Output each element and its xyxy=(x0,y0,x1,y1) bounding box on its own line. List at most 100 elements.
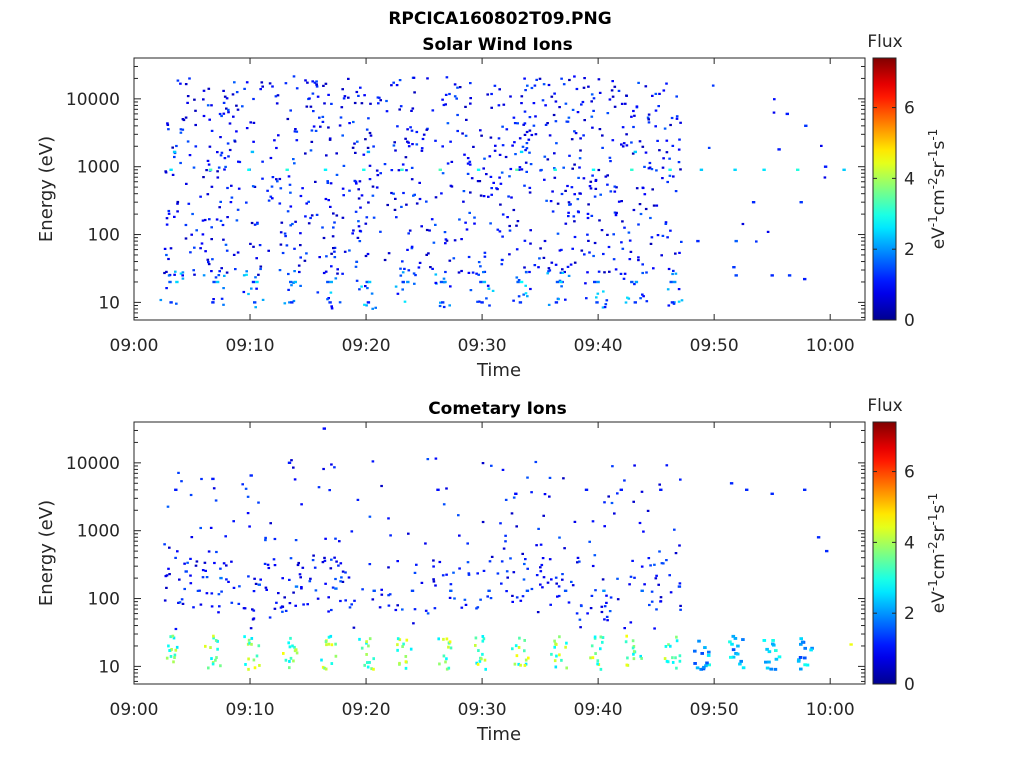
data-cell xyxy=(592,97,596,100)
data-cell xyxy=(363,663,366,667)
data-cell xyxy=(500,560,504,563)
data-cell xyxy=(499,182,503,185)
colorbar-title: Flux xyxy=(867,32,902,52)
data-cell xyxy=(526,84,529,87)
data-cell xyxy=(578,157,582,160)
data-cell xyxy=(208,118,211,121)
data-cell xyxy=(188,77,191,80)
data-cell xyxy=(493,149,497,152)
data-cell xyxy=(261,177,264,180)
data-cell xyxy=(333,246,337,249)
data-cell xyxy=(476,662,480,666)
data-cell xyxy=(426,77,429,80)
data-cell xyxy=(608,156,612,159)
data-cell xyxy=(797,658,801,662)
data-cell xyxy=(268,616,272,619)
data-cell xyxy=(567,211,570,214)
data-cell xyxy=(372,657,375,661)
data-cell xyxy=(654,109,658,112)
data-cell xyxy=(485,297,488,300)
data-cell xyxy=(268,82,272,85)
data-cell xyxy=(292,158,295,161)
data-cell xyxy=(481,635,485,638)
data-cell xyxy=(401,288,404,291)
data-cell xyxy=(620,241,623,244)
data-cell xyxy=(205,576,209,579)
data-cell xyxy=(447,666,451,670)
data-cell xyxy=(336,272,339,275)
data-cell xyxy=(183,587,186,591)
data-cell xyxy=(647,118,650,121)
data-cell xyxy=(548,495,551,498)
data-cell xyxy=(179,161,182,165)
data-cell xyxy=(348,606,352,609)
data-cell xyxy=(541,586,544,589)
data-cell xyxy=(653,563,656,566)
data-cell xyxy=(277,134,280,137)
data-cell xyxy=(528,191,532,194)
data-cell xyxy=(508,253,511,256)
data-cell xyxy=(252,658,256,662)
data-cell xyxy=(407,269,411,272)
data-cell xyxy=(329,182,333,185)
data-cell xyxy=(596,659,600,663)
data-cell xyxy=(591,168,596,171)
data-cell xyxy=(333,466,336,469)
data-cell xyxy=(477,300,481,303)
data-cell xyxy=(482,167,485,170)
data-cell xyxy=(655,608,658,611)
data-cell xyxy=(606,619,609,622)
data-cell xyxy=(295,651,299,655)
data-cell xyxy=(522,578,526,581)
data-cell xyxy=(521,145,525,148)
data-cell xyxy=(564,298,567,301)
data-cell xyxy=(165,270,168,273)
data-cell xyxy=(521,552,524,555)
data-cell xyxy=(562,83,566,86)
data-cell xyxy=(477,649,480,652)
data-cell xyxy=(565,666,568,670)
data-cell xyxy=(674,656,677,660)
data-cell xyxy=(671,272,674,276)
data-cell xyxy=(606,183,609,186)
data-cell xyxy=(632,645,636,648)
data-cell xyxy=(232,520,235,523)
data-cell xyxy=(445,487,448,490)
data-cell xyxy=(171,173,175,176)
data-cell xyxy=(432,559,435,562)
data-cell xyxy=(252,140,255,143)
data-cell xyxy=(560,248,563,251)
data-cell xyxy=(643,193,647,196)
data-cell xyxy=(298,270,301,274)
data-cell xyxy=(633,114,636,117)
data-cell xyxy=(341,216,345,219)
data-cell xyxy=(510,512,514,515)
data-cell xyxy=(396,560,399,563)
data-cell xyxy=(554,120,558,123)
data-cell xyxy=(212,280,216,284)
y-axis-label: Energy (eV) xyxy=(36,136,57,242)
data-cell xyxy=(404,660,408,664)
data-cell xyxy=(559,271,563,274)
data-cell xyxy=(519,150,524,154)
data-cell xyxy=(700,652,704,655)
data-cell xyxy=(242,607,246,610)
data-cell xyxy=(418,197,422,201)
data-cell xyxy=(511,600,514,603)
data-cell xyxy=(523,649,526,653)
data-cell xyxy=(667,643,670,647)
data-cell xyxy=(396,648,399,652)
data-cell xyxy=(420,225,423,228)
data-cell xyxy=(247,667,250,671)
data-cell xyxy=(385,110,389,113)
data-cell xyxy=(633,150,637,154)
data-cell xyxy=(425,253,428,256)
data-cell xyxy=(318,116,321,119)
data-cell xyxy=(180,480,183,483)
data-cell xyxy=(167,274,171,277)
data-cell xyxy=(591,564,595,568)
data-cell xyxy=(460,238,463,241)
data-cell xyxy=(368,131,372,135)
data-cell xyxy=(525,170,528,173)
data-cell xyxy=(452,257,456,260)
